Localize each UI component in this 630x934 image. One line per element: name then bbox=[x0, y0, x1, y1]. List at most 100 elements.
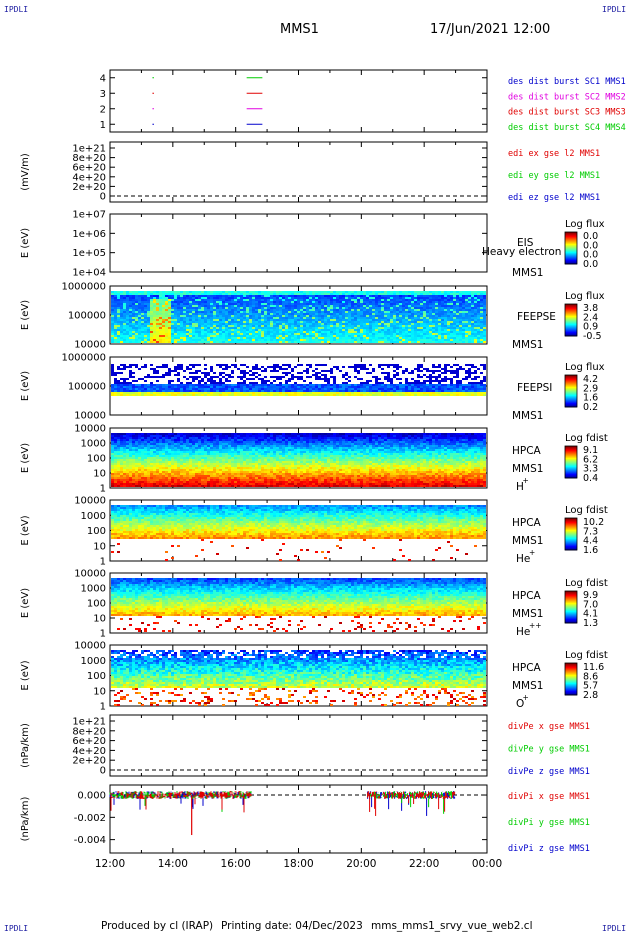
spectrogram-cell bbox=[129, 297, 132, 299]
spectrogram-cell bbox=[474, 337, 477, 339]
spectrogram-cell bbox=[135, 309, 138, 311]
spectrogram-cell bbox=[333, 319, 336, 321]
spectrogram-cell bbox=[114, 341, 117, 343]
spectrogram-cell bbox=[480, 335, 483, 337]
spectrogram-cell bbox=[204, 390, 207, 392]
spectrogram-cell bbox=[468, 368, 471, 370]
spectrogram-cell bbox=[153, 333, 156, 335]
spectrogram-cell bbox=[222, 319, 225, 321]
spectrogram-cell bbox=[159, 303, 162, 305]
spectrogram-cell bbox=[174, 392, 177, 394]
spectrogram-cell bbox=[450, 291, 453, 293]
spectrogram-cell bbox=[390, 319, 393, 321]
spectrogram-cell bbox=[258, 305, 261, 307]
spectrogram-cell bbox=[255, 329, 258, 331]
spectrogram-cell bbox=[447, 384, 450, 386]
spectrogram-cell bbox=[192, 386, 195, 388]
spectrogram-cell bbox=[117, 321, 120, 323]
spectrogram-cell bbox=[162, 388, 165, 390]
spectrogram-cell bbox=[114, 475, 117, 477]
spectrogram-cell bbox=[264, 291, 267, 293]
spectrogram-cell bbox=[345, 309, 348, 311]
spectrogram-cell bbox=[384, 295, 387, 297]
spectrogram-cell bbox=[342, 329, 345, 331]
spectrogram-cell bbox=[384, 390, 387, 392]
spectrogram-cell bbox=[183, 339, 186, 341]
spectrogram-cell bbox=[237, 368, 240, 370]
spectrogram-cell bbox=[309, 315, 312, 317]
spectrogram-cell bbox=[171, 388, 174, 390]
spectrogram-cell bbox=[276, 309, 279, 311]
spectrogram-cell bbox=[348, 327, 351, 329]
spectrogram-cell bbox=[417, 388, 420, 390]
spectrogram-cell bbox=[222, 297, 225, 299]
spectrogram-cell bbox=[240, 317, 243, 319]
spectrogram-cell bbox=[483, 309, 486, 311]
spectrogram-cell bbox=[438, 327, 441, 329]
spectrogram-cell bbox=[258, 337, 261, 339]
spectrogram-cell bbox=[465, 329, 468, 331]
spectrogram-cell bbox=[300, 386, 303, 388]
spectrogram-cell bbox=[405, 390, 408, 392]
spectrogram-cell bbox=[387, 309, 390, 311]
spectrogram-cell bbox=[462, 331, 465, 333]
spectrogram-cell bbox=[138, 299, 141, 301]
spectrogram-cell bbox=[114, 386, 117, 388]
spectrogram-cell bbox=[297, 339, 300, 341]
spectrogram-cell bbox=[312, 341, 315, 343]
spectrogram-cell bbox=[396, 335, 399, 337]
spectrogram-cell bbox=[156, 295, 159, 297]
spectrogram-cell bbox=[324, 295, 327, 297]
spectrogram-cell bbox=[264, 307, 267, 309]
spectrogram-cell bbox=[435, 366, 438, 368]
spectrogram-cell bbox=[354, 370, 357, 372]
spectrogram-cell bbox=[474, 297, 477, 299]
spectrogram-cell bbox=[363, 364, 366, 366]
spectrogram-cell bbox=[207, 388, 210, 390]
spectrogram-cell bbox=[240, 295, 243, 297]
spectrogram-cell bbox=[321, 333, 324, 335]
spectrogram-cell bbox=[150, 333, 153, 335]
spectrogram-cell bbox=[369, 297, 372, 299]
spectrogram-cell bbox=[330, 333, 333, 335]
spectrogram-cell bbox=[234, 366, 237, 368]
spectrogram-cell bbox=[390, 378, 393, 380]
y-tick-label: 3 bbox=[100, 89, 106, 100]
spectrogram-cell bbox=[438, 376, 441, 378]
spectrogram-cell bbox=[111, 315, 114, 317]
spectrogram-cell bbox=[390, 291, 393, 293]
spectrogram-cell bbox=[177, 323, 180, 325]
colorbar-step bbox=[565, 304, 577, 306]
colorbar-step bbox=[565, 405, 577, 407]
spectrogram-cell bbox=[348, 311, 351, 313]
spectrogram-cell bbox=[294, 376, 297, 378]
spectrogram-cell bbox=[297, 386, 300, 388]
spectrogram-cell bbox=[186, 325, 189, 327]
spectrogram-cell bbox=[111, 331, 114, 333]
spectrogram-cell bbox=[357, 313, 360, 315]
spectrogram-cell bbox=[360, 301, 363, 303]
spectrogram-cell bbox=[378, 394, 381, 396]
spectrogram-cell bbox=[147, 331, 150, 333]
spectrogram-cell bbox=[411, 309, 414, 311]
spectrogram-cell bbox=[351, 394, 354, 396]
spectrogram-cell bbox=[432, 307, 435, 309]
spectrogram-cell bbox=[207, 295, 210, 297]
spectrogram-cell bbox=[387, 331, 390, 333]
spectrogram-cell bbox=[411, 372, 414, 374]
spectrogram-cell bbox=[159, 392, 162, 394]
spectrogram-cell bbox=[360, 313, 363, 315]
colorbar-step bbox=[565, 398, 577, 400]
spectrogram-cell bbox=[210, 305, 213, 307]
spectrogram-cell bbox=[147, 376, 150, 378]
spectrogram-cell bbox=[261, 333, 264, 335]
spectrogram-cell bbox=[453, 311, 456, 313]
spectrogram-cell bbox=[477, 333, 480, 335]
spectrogram-cell bbox=[135, 380, 138, 382]
spectrogram-cell bbox=[408, 319, 411, 321]
spectrogram-cell bbox=[189, 392, 192, 394]
spectrogram-cell bbox=[246, 394, 249, 396]
spectrogram-cell bbox=[261, 388, 264, 390]
spectrogram-cell bbox=[363, 392, 366, 394]
